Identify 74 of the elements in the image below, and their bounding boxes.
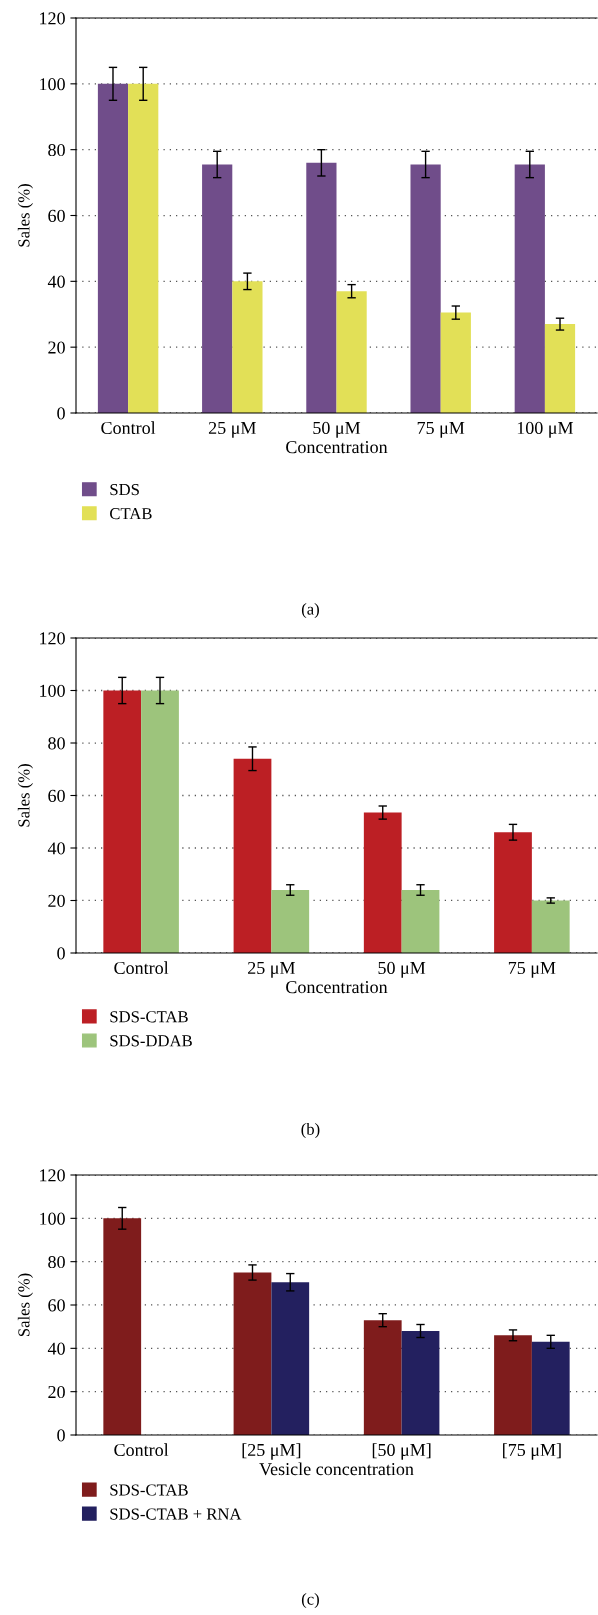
legend-label: SDS-CTAB <box>110 1011 188 1023</box>
bar <box>363 812 402 953</box>
bar <box>494 1335 532 1435</box>
bar <box>306 162 337 413</box>
bar <box>97 83 129 413</box>
y-tick-label: 0 <box>57 947 65 960</box>
bar <box>103 690 142 953</box>
y-tick-label: 80 <box>48 737 65 750</box>
legend-label: SDS-CTAB + RNA <box>110 1508 242 1520</box>
bar <box>271 1282 310 1435</box>
text: (a) <box>301 603 319 619</box>
y-tick-label: 120 <box>40 12 65 25</box>
x-tick-label: 25 μM <box>248 961 295 978</box>
y-tick-label: 120 <box>40 1169 65 1182</box>
y-tick-label: 40 <box>47 275 65 288</box>
y-tick-label: 20 <box>48 341 65 354</box>
y-tick-label: 0 <box>57 407 65 420</box>
x-axis-title: Concentration <box>286 981 388 994</box>
bar <box>494 832 532 953</box>
legend-label: CTAB <box>110 508 152 520</box>
legend-label: SDS-CTAB <box>110 1484 188 1496</box>
y-axis-title: Sales (%) <box>17 764 33 827</box>
x-tick-label: 75 μM <box>508 962 556 978</box>
bar <box>233 1272 272 1435</box>
y-tick-label: 120 <box>40 632 65 645</box>
bar <box>232 281 263 413</box>
x-tick-label: [50 μM] <box>372 1443 431 1460</box>
x-tick-label: 50 μM <box>313 421 361 438</box>
bar <box>103 1218 142 1435</box>
y-tick-label: 80 <box>48 143 65 157</box>
bar <box>141 690 179 953</box>
y-tick-label: 20 <box>48 1385 65 1399</box>
bar <box>410 164 441 413</box>
text: (c) <box>301 1593 319 1609</box>
bar <box>401 1331 440 1435</box>
x-tick-label: 75 μM <box>417 422 465 438</box>
y-tick-label: 60 <box>48 209 65 222</box>
x-tick-label: Control <box>101 421 156 435</box>
y-tick-label: 60 <box>48 1299 65 1312</box>
bar <box>440 312 471 413</box>
bar <box>271 890 310 953</box>
y-tick-label: 80 <box>48 1255 65 1269</box>
y-tick-label: 100 <box>40 1212 65 1225</box>
bar <box>363 1320 402 1435</box>
y-axis-title: Sales (%) <box>17 1273 33 1337</box>
legend-label: SDS <box>110 484 139 496</box>
bar <box>128 83 159 413</box>
bar <box>531 1341 570 1435</box>
bar <box>544 324 576 413</box>
y-tick-label: 40 <box>47 1342 65 1355</box>
bar <box>514 164 545 413</box>
x-tick-label: [25 μM] <box>242 1443 301 1460</box>
text: (b) <box>301 1123 320 1139</box>
y-tick-label: 100 <box>40 684 65 697</box>
x-axis-title: Vesicle concentration <box>259 1462 414 1476</box>
x-tick-label: 50 μM <box>378 961 426 978</box>
y-tick-label: 0 <box>57 1429 65 1442</box>
legend-label: SDS-DDAB <box>110 1035 192 1047</box>
y-tick-label: 60 <box>48 789 65 802</box>
y-tick-label: 20 <box>48 894 65 907</box>
y-axis-title: Sales (%) <box>17 184 33 247</box>
x-tick-label: [75 μM] <box>503 1443 561 1460</box>
bar <box>531 900 570 953</box>
bar <box>202 164 233 413</box>
bar <box>233 758 272 953</box>
bar <box>401 890 440 953</box>
x-tick-label: 25 μM <box>208 421 256 438</box>
bar <box>336 291 367 413</box>
x-tick-label: 100 μM <box>517 421 574 438</box>
x-tick-label: Control <box>114 961 169 975</box>
x-tick-label: Control <box>114 1443 169 1457</box>
y-tick-label: 100 <box>40 78 65 91</box>
y-tick-label: 40 <box>47 842 65 855</box>
x-axis-title: Concentration <box>286 441 388 454</box>
